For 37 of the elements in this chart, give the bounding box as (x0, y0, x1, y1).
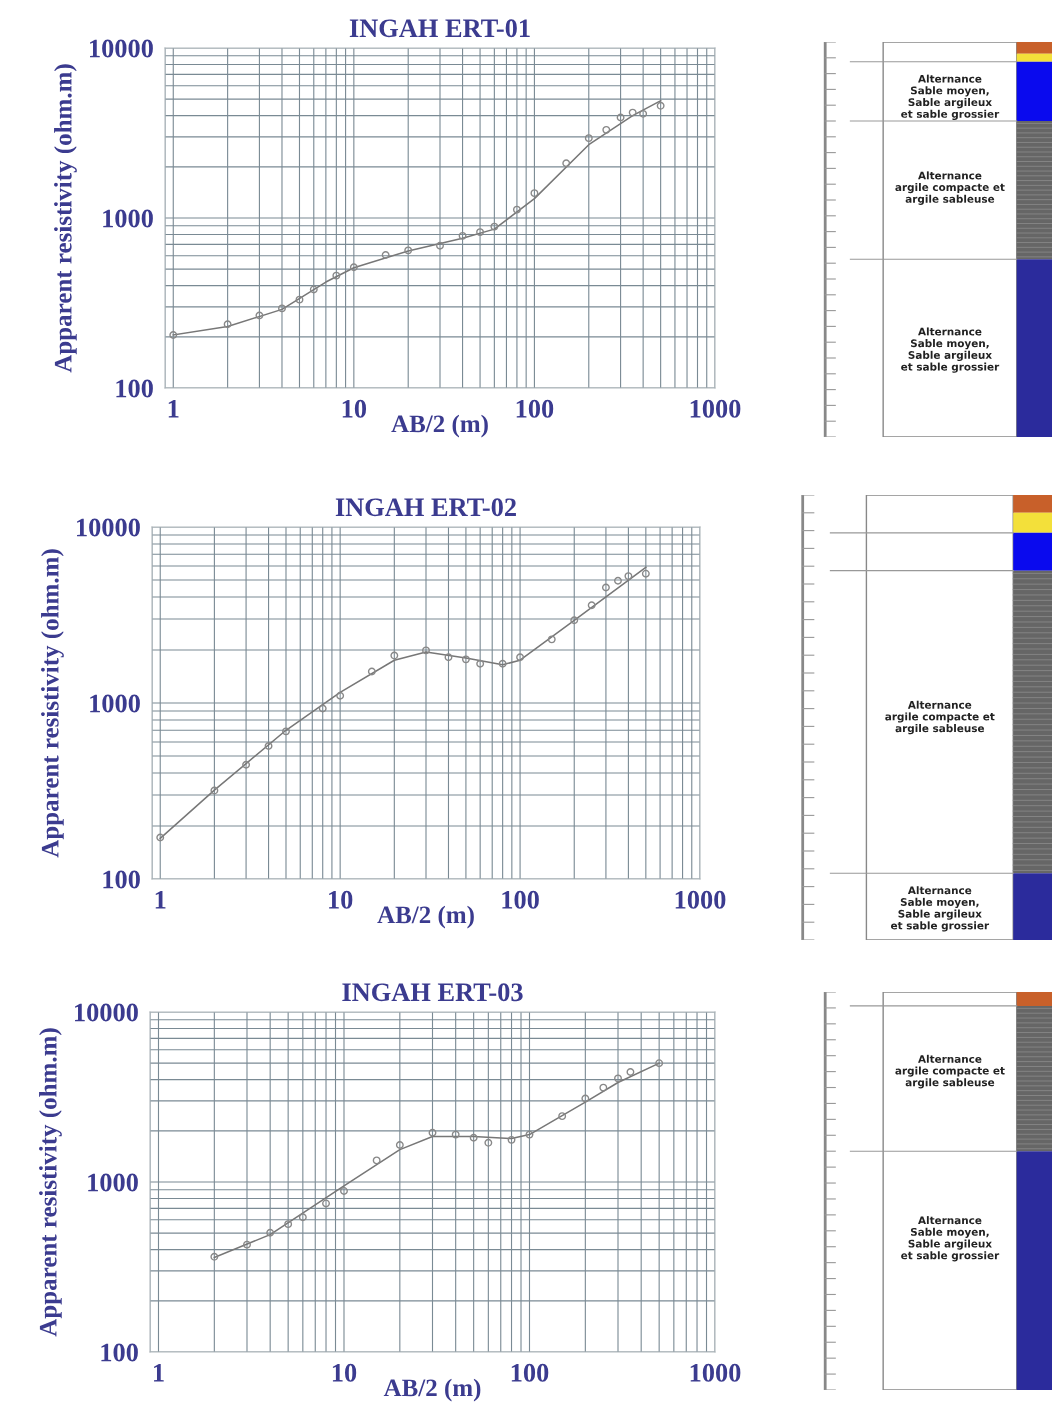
text: Alternance Sable moyen, Sable argileux et sable grossier (901, 74, 1000, 120)
chart-title: INGAH ERT-03 (342, 983, 523, 1002)
y-axis-title: Apparent resistivity (ohm.m) (54, 64, 77, 373)
y-tick-label: 10000 (75, 1003, 138, 1022)
y-tick-label: 1000 (90, 694, 140, 713)
x-tick-label: 1 (154, 1364, 164, 1382)
x-tick-label: 1000 (690, 1363, 741, 1382)
text: Alternance argile compacte et argile sableuse (895, 1054, 1005, 1089)
text: Alternance Sable moyen, Sable argileux et sable grossier (890, 886, 990, 932)
y-tick-label: 1000 (103, 209, 153, 228)
text: Alternance argile compacte et argile sableuse (885, 700, 995, 735)
text: Alternance argile compacte et argile sableuse (895, 171, 1005, 205)
x-tick-label: 1000 (675, 890, 726, 909)
x-tick-label: 100 (511, 1363, 549, 1382)
text: Alternance Sable moyen, Sable argileux et sable grossier (901, 1216, 1000, 1262)
y-axis-title: Apparent resistivity (ohm.m) (39, 1028, 62, 1337)
chart-title: INGAH ERT-02 (335, 498, 516, 517)
x-tick-label: 1 (168, 400, 179, 418)
x-axis-title: AB/2 (m) (383, 1378, 481, 1402)
x-tick-label: 100 (502, 890, 539, 909)
x-tick-label: 10 (329, 890, 353, 909)
chart-title: INGAH ERT-01 (349, 19, 530, 38)
y-tick-label: 10000 (90, 39, 153, 58)
y-tick-label: 100 (116, 379, 153, 398)
x-axis-title: AB/2 (m) (377, 905, 474, 929)
y-tick-label: 100 (103, 870, 140, 889)
x-tick-label: 10 (342, 399, 367, 418)
x-tick-label: 1000 (690, 399, 741, 418)
y-tick-label: 10000 (77, 518, 140, 537)
y-tick-label: 1000 (88, 1173, 138, 1192)
text: Alternance Sable moyen, Sable argileux et sable grossier (901, 327, 1000, 373)
x-tick-label: 10 (332, 1363, 357, 1382)
x-axis-title: AB/2 (m) (391, 414, 488, 438)
x-tick-label: 100 (516, 399, 554, 418)
y-axis-title: Apparent resistivity (ohm.m) (41, 549, 64, 858)
x-tick-label: 1 (155, 891, 166, 909)
y-tick-label: 100 (101, 1343, 138, 1362)
